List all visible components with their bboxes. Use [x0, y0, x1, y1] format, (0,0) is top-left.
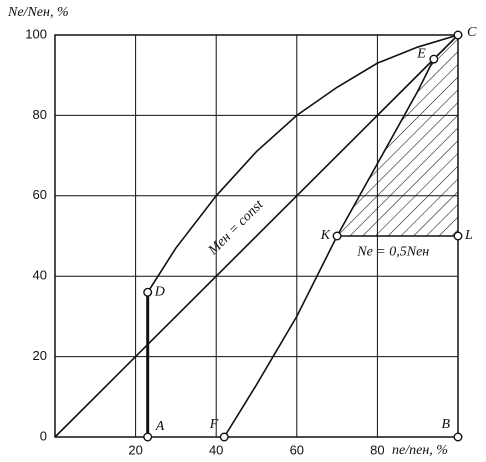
y-axis-title: Ne/Neн, %	[7, 5, 69, 20]
curve	[54, 34, 459, 438]
y-tick-label: 0	[40, 428, 47, 443]
point-marker	[453, 30, 463, 40]
x-axis-title: ne/nен, %	[392, 443, 448, 458]
x-tick-label: 80	[370, 442, 384, 457]
y-tick-label: 60	[33, 187, 47, 202]
y-tick-label: 80	[33, 107, 47, 122]
hatched-area	[337, 35, 458, 236]
point-marker	[332, 231, 342, 241]
curve	[147, 34, 459, 293]
point-label: A	[155, 419, 165, 434]
y-tick-label: 100	[25, 26, 47, 41]
annotation: Ne = 0,5Neн	[356, 244, 429, 259]
y-tick-label: 40	[33, 268, 47, 283]
point-label: E	[416, 46, 426, 61]
point-label: D	[154, 284, 165, 299]
annotation: Mен = const	[205, 197, 267, 259]
point-label: C	[467, 25, 477, 40]
point-marker	[453, 432, 463, 442]
x-tick-label: 40	[209, 442, 223, 457]
x-tick-label: 60	[290, 442, 304, 457]
point-marker	[453, 231, 463, 241]
point-label: L	[464, 228, 473, 243]
point-label: K	[320, 228, 331, 243]
x-tick-label: 20	[128, 442, 142, 457]
point-label: F	[209, 417, 219, 432]
point-marker	[143, 432, 153, 442]
point-label: B	[441, 417, 450, 432]
point-marker	[429, 54, 439, 64]
point-marker	[143, 287, 153, 297]
point-marker	[219, 432, 229, 442]
y-tick-label: 20	[33, 348, 47, 363]
